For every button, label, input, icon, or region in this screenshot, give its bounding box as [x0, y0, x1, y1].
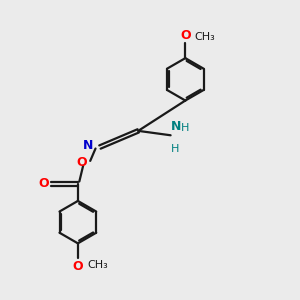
Text: H: H: [171, 144, 179, 154]
Text: N: N: [83, 139, 94, 152]
Text: O: O: [38, 177, 49, 190]
Text: O: O: [73, 260, 83, 272]
Text: O: O: [76, 156, 87, 169]
Text: H: H: [181, 123, 189, 133]
Text: N: N: [171, 120, 181, 133]
Text: CH₃: CH₃: [87, 260, 108, 269]
Text: O: O: [180, 29, 190, 42]
Text: CH₃: CH₃: [195, 32, 215, 42]
